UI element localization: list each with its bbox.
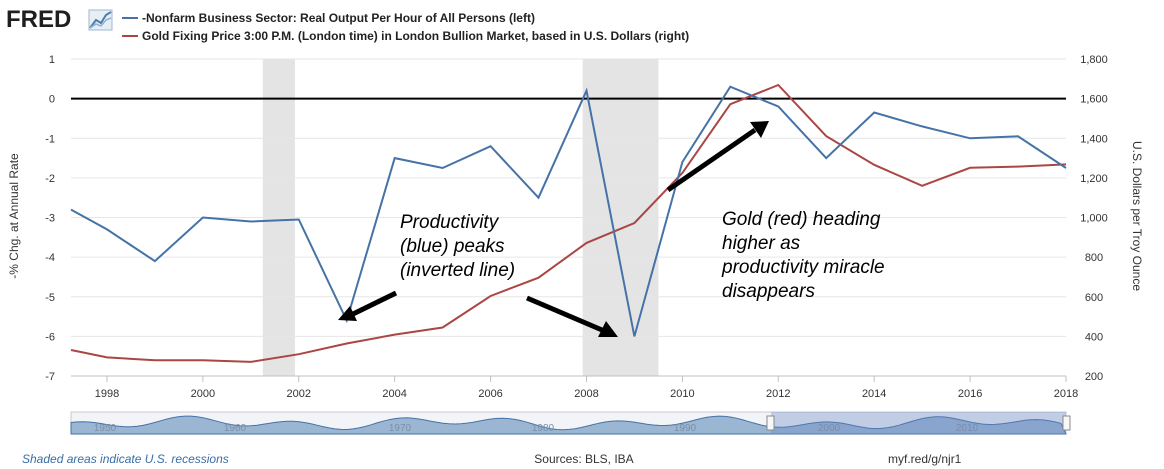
y-right-tick-label: 800 xyxy=(1085,252,1103,264)
navigator-handle-right[interactable] xyxy=(1062,415,1071,431)
x-tick-label: 2002 xyxy=(287,388,311,400)
recession-note-link[interactable]: Shaded areas indicate U.S. recessions xyxy=(22,452,229,466)
y-axis-left: 1 0 -1 -2 -3 -4 -5 -6 -7 xyxy=(45,54,55,383)
y-right-tick-label: 400 xyxy=(1085,331,1103,343)
legend-item-gold[interactable]: Gold Fixing Price 3:00 P.M. (London time… xyxy=(122,29,689,43)
y-right-tick-label: 1,400 xyxy=(1080,133,1108,145)
x-tick-label: 1998 xyxy=(95,388,119,400)
series-line-gold xyxy=(70,83,1067,363)
y-right-tick-label: 200 xyxy=(1085,371,1103,383)
arrow-to-productivity-trough xyxy=(338,290,398,321)
navigator-label: 1980 xyxy=(532,423,555,434)
annotation-gold-line-1: Gold (red) heading xyxy=(722,209,881,230)
legend-label-productivity: -Nonfarm Business Sector: Real Output Pe… xyxy=(142,11,535,25)
arrow-to-2009-dip xyxy=(526,295,618,337)
y-left-tick-label: -2 xyxy=(45,173,55,185)
annotation-productivity-line-3: (inverted line) xyxy=(400,260,515,281)
y-left-tick-label: -6 xyxy=(45,331,55,343)
annotation-gold: Gold (red) heading higher as productivit… xyxy=(721,209,885,302)
x-tick-label: 2012 xyxy=(766,388,790,400)
y-left-tick-label: 1 xyxy=(49,54,55,66)
y-right-tick-label: 1,000 xyxy=(1080,213,1108,225)
fred-logo-text: FRED xyxy=(6,6,71,33)
plot-area: 1998 2000 2002 2004 2006 2008 2010 2012 2014 2016… xyxy=(45,54,1108,400)
y-left-tick-label: -5 xyxy=(45,292,55,304)
navigator-labels: 1950 1960 1970 1980 1990 2000 2010 xyxy=(94,423,979,434)
y-right-tick-label: 600 xyxy=(1085,292,1103,304)
x-tick-label: 2018 xyxy=(1054,388,1078,400)
x-tick-label: 2016 xyxy=(958,388,982,400)
sources-text: Sources: BLS, IBA xyxy=(534,452,633,466)
y-left-tick-label: -7 xyxy=(45,371,55,383)
y-left-tick-label: 0 xyxy=(49,94,55,106)
fred-logo[interactable]: FRED xyxy=(6,6,113,33)
x-tick-label: 2004 xyxy=(382,388,406,400)
x-tick-label: 2008 xyxy=(574,388,598,400)
y-axis-right-title: U.S. Dollars per Troy Ounce xyxy=(1130,141,1144,291)
trend-graph-icon xyxy=(88,9,113,31)
arrow-to-gold-peak xyxy=(666,121,769,193)
legend: -Nonfarm Business Sector: Real Output Pe… xyxy=(122,11,689,43)
navigator-selected-range[interactable] xyxy=(771,412,1066,434)
x-tick-label: 2006 xyxy=(478,388,502,400)
short-url-link[interactable]: myf.red/g/njr1 xyxy=(888,452,962,466)
y-right-tick-label: 1,800 xyxy=(1080,54,1108,66)
series-line-productivity xyxy=(70,85,1067,337)
navigator-handle-left[interactable] xyxy=(766,415,775,431)
y-axis-right: 200 400 600 800 1,000 1,200 1,400 1,600 1,800 xyxy=(1080,54,1108,383)
x-axis: 1998 2000 2002 2004 2006 2008 2010 2012 2014 2016… xyxy=(71,375,1078,400)
y-axis-left-title: -% Chg. at Annual Rate xyxy=(7,153,21,279)
annotation-gold-line-4: disappears xyxy=(722,281,815,302)
navigator-series-area xyxy=(70,415,1067,435)
x-tick-label: 2010 xyxy=(670,388,694,400)
y-right-tick-label: 1,200 xyxy=(1080,173,1108,185)
navigator-label: 1990 xyxy=(674,423,697,434)
annotation-gold-line-3: productivity miracle xyxy=(721,257,885,278)
y-right-tick-label: 1,600 xyxy=(1080,94,1108,106)
annotation-productivity: Productivity (blue) peaks (inverted line… xyxy=(400,212,515,281)
gridlines xyxy=(71,58,1066,377)
navigator-label: 2010 xyxy=(956,423,979,434)
annotation-productivity-line-1: Productivity xyxy=(400,212,500,233)
navigator-label: 2000 xyxy=(818,423,841,434)
annotation-gold-line-2: higher as xyxy=(722,233,801,254)
navigator-label: 1960 xyxy=(224,423,247,434)
navigator-label: 1950 xyxy=(94,423,117,434)
range-navigator[interactable]: 1950 1960 1970 1980 1990 2000 2010 xyxy=(70,411,1071,435)
x-tick-label: 2000 xyxy=(191,388,215,400)
y-left-tick-label: -1 xyxy=(45,133,55,145)
y-left-tick-label: -3 xyxy=(45,213,55,225)
navigator-label: 1970 xyxy=(389,423,412,434)
annotation-productivity-line-2: (blue) peaks xyxy=(400,236,505,257)
legend-item-productivity[interactable]: -Nonfarm Business Sector: Real Output Pe… xyxy=(122,11,535,25)
y-left-tick-label: -4 xyxy=(45,252,55,264)
annotation-arrows xyxy=(338,121,769,337)
x-tick-label: 2014 xyxy=(862,388,886,400)
legend-label-gold: Gold Fixing Price 3:00 P.M. (London time… xyxy=(142,29,689,43)
